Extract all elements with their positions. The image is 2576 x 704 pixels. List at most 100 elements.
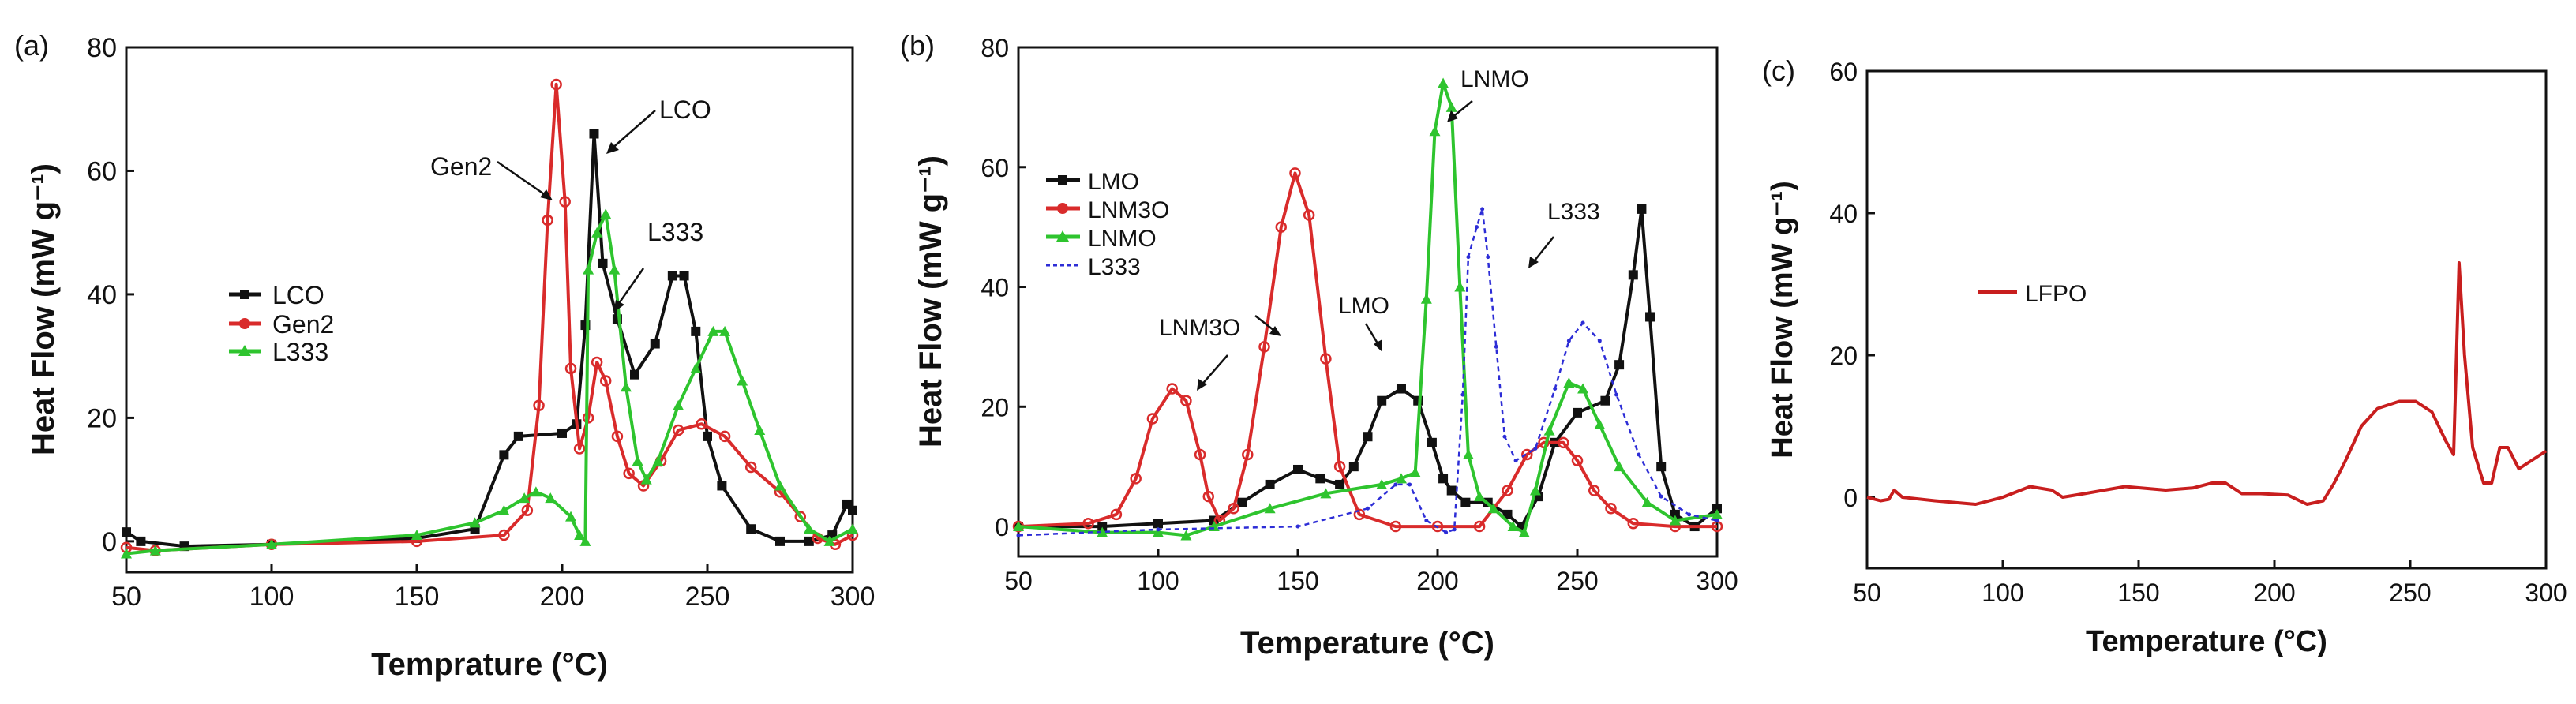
- data-point-lnmo: [1669, 515, 1681, 526]
- data-point-l333: [600, 208, 612, 219]
- legend-l333: L333: [272, 338, 328, 366]
- data-point-lnm3o: [1558, 436, 1569, 449]
- y-tick-label: 40: [981, 274, 1009, 302]
- data-point-l333: [1486, 255, 1490, 260]
- data-point-gen2: [564, 362, 577, 375]
- data-point-lmo: [1460, 497, 1471, 507]
- data-point-l333: [803, 523, 815, 534]
- data-point-lmo: [1237, 497, 1247, 507]
- y-tick-label: 20: [1829, 342, 1858, 370]
- data-point-lco: [598, 258, 608, 268]
- y-tick-label: 0: [1843, 484, 1858, 512]
- data-point-lnmo: [1180, 530, 1192, 541]
- y-tick-label: 0: [102, 527, 117, 557]
- x-tick-label: 250: [685, 582, 730, 612]
- panel-a-annotation-l333: L333: [647, 218, 703, 246]
- data-point-lco: [136, 536, 146, 546]
- panel-b: (b) 50 100 150 200 250 300 0 20 40 60 80 Temperatu…: [900, 29, 1738, 661]
- data-point-lnmo: [1454, 281, 1466, 292]
- data-point-l333: [1444, 530, 1449, 535]
- data-point-lnmo: [1264, 503, 1276, 514]
- panel-a-axes-frame: [125, 46, 854, 574]
- panel-a-xlabel: Temprature (°C): [371, 647, 608, 682]
- data-point-l333: [737, 375, 748, 386]
- data-point-gen2: [521, 504, 534, 517]
- data-point-l333: [591, 227, 603, 238]
- data-point-l333: [583, 264, 594, 275]
- data-point-l333: [774, 480, 786, 491]
- x-tick-label: 200: [1416, 567, 1458, 595]
- data-point-lnmo: [1487, 503, 1499, 514]
- data-point-lnm3o: [1389, 520, 1402, 533]
- data-point-gen2: [498, 529, 510, 541]
- data-point-gen2: [599, 375, 612, 387]
- data-point-l333: [1687, 512, 1692, 517]
- y-tick-label: 60: [87, 156, 117, 186]
- data-point-lnmo: [1429, 125, 1441, 137]
- data-point-lnmo: [1445, 101, 1457, 112]
- panel-a-ticks: 50 100 150 200 250 300 0 20 40 60 80: [87, 33, 875, 612]
- data-point-lmo: [1502, 509, 1513, 519]
- data-point-lnm3o: [1146, 413, 1159, 425]
- x-tick-label: 150: [1277, 567, 1318, 595]
- panel-b-annotation-lnm3o: LNM3O: [1159, 315, 1240, 341]
- data-point-lnm3o: [1605, 503, 1617, 515]
- data-point-lco: [667, 271, 677, 281]
- data-point-lnm3o: [1228, 503, 1239, 515]
- data-point-lco: [746, 524, 756, 534]
- panel-c-xlabel: Temperature (°C): [2086, 625, 2327, 658]
- x-tick-label: 100: [1982, 579, 2023, 607]
- x-tick-label: 150: [395, 582, 440, 612]
- data-point-l333: [469, 517, 481, 528]
- data-point-lmo: [1427, 437, 1437, 447]
- data-point-lmo: [1097, 522, 1108, 532]
- data-point-gen2: [559, 196, 571, 208]
- data-point-lco: [703, 431, 712, 441]
- panel-a: (a) 50 100 150 200 250 300 0 20 40 60 80 Tempratur…: [14, 29, 875, 682]
- data-point-lco: [848, 505, 857, 515]
- data-point-l333: [1460, 392, 1465, 397]
- data-point-lnm3o: [1166, 383, 1178, 395]
- data-point-lco: [122, 527, 131, 537]
- panel-b-annotation-l333: L333: [1547, 199, 1600, 225]
- data-point-lnm3o: [1130, 473, 1142, 485]
- data-point-l333: [498, 504, 510, 515]
- panel-a-annotation-lco: LCO: [659, 95, 711, 124]
- data-point-lnmo: [1614, 461, 1625, 472]
- data-point-lnm3o: [1258, 341, 1270, 353]
- data-point-lnmo: [1409, 466, 1421, 477]
- data-point-lnm3o: [1571, 455, 1584, 466]
- data-point-gen2: [744, 461, 757, 474]
- panel-b-series: [1012, 77, 1723, 541]
- data-point-lnmo: [1712, 508, 1723, 519]
- data-point-lnmo: [1474, 491, 1486, 502]
- data-point-lnmo: [1420, 293, 1432, 304]
- data-point-l333: [1475, 225, 1479, 230]
- data-point-lnm3o: [1110, 508, 1123, 521]
- data-point-gen2: [672, 424, 684, 436]
- data-point-lnmo: [1577, 383, 1589, 394]
- data-point-l333: [1366, 506, 1370, 511]
- y-tick-label: 40: [1829, 200, 1858, 228]
- x-tick-label: 100: [249, 582, 294, 612]
- data-point-lnm3o: [1333, 460, 1346, 473]
- y-tick-label: 60: [981, 154, 1009, 182]
- data-point-lmo: [1628, 270, 1638, 280]
- data-point-gen2: [794, 511, 807, 522]
- data-point-lmo: [1614, 360, 1625, 370]
- data-point-lmo: [1348, 462, 1359, 472]
- x-tick-label: 50: [1853, 579, 1881, 607]
- data-point-l333: [690, 362, 702, 373]
- panel-b-label: (b): [900, 29, 935, 62]
- panel-c-label: (c): [1762, 54, 1795, 87]
- data-point-l333: [1393, 482, 1398, 487]
- data-point-lmo: [1396, 384, 1406, 394]
- data-point-lmo: [1637, 204, 1647, 214]
- data-point-l333: [609, 264, 621, 275]
- data-point-lnmo: [1529, 485, 1541, 496]
- data-point-lnm3o: [1588, 485, 1600, 496]
- data-point-l333: [847, 523, 858, 534]
- y-tick-label: 80: [87, 33, 117, 63]
- legend-gen2: Gen2: [272, 310, 334, 339]
- data-point-lmo: [1645, 312, 1655, 322]
